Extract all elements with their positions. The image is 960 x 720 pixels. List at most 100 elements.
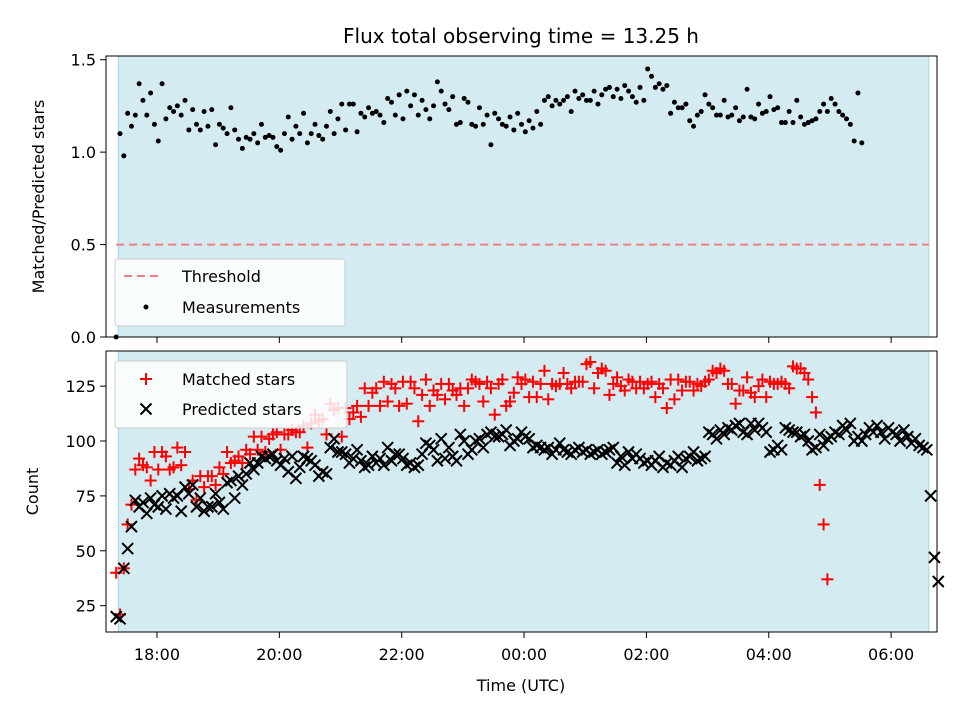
matched-star-point — [649, 391, 662, 404]
predicted-star-point — [190, 500, 203, 514]
measurement-point — [767, 94, 773, 100]
measurement-point — [660, 86, 666, 92]
matched-star-point — [496, 373, 509, 386]
measurement-point — [499, 121, 505, 127]
predicted-star-point — [125, 520, 138, 533]
predicted-star-point — [201, 500, 215, 514]
matched-star-point — [718, 364, 731, 377]
predicted-star-point — [924, 489, 937, 503]
measurement-point — [821, 101, 827, 107]
predicted-star-point — [760, 426, 773, 439]
measurement-point — [266, 132, 272, 138]
predicted-star-point — [213, 496, 226, 509]
measurement-point — [297, 131, 303, 137]
measurement-point — [561, 97, 567, 103]
measurement-point — [637, 84, 643, 90]
measurement-point — [366, 105, 372, 111]
measurement-point — [446, 107, 452, 113]
predicted-star-point — [874, 426, 888, 439]
measurement-point — [736, 118, 742, 124]
matched-star-point — [362, 399, 375, 412]
matched-star-point — [760, 391, 773, 404]
measurement-point — [836, 108, 842, 114]
matched-star-point — [676, 384, 689, 397]
matched-star-point — [473, 377, 486, 390]
matched-star-point — [538, 364, 551, 377]
measurement-point — [121, 153, 127, 159]
matched-star-point — [232, 450, 245, 463]
predicted-star-point — [442, 441, 456, 454]
x-axis-label: Time (UTC) — [476, 676, 565, 695]
measurement-point — [817, 108, 823, 114]
matched-star-point — [370, 382, 383, 395]
measurement-point — [228, 105, 234, 111]
predicted-star-point — [178, 480, 192, 494]
measurement-point — [117, 131, 123, 137]
matched-star-point — [809, 406, 822, 419]
predicted-star-point — [473, 432, 486, 446]
measurement-point — [794, 97, 800, 103]
matched-star-point — [752, 380, 765, 393]
matched-star-point — [588, 382, 601, 395]
measurement-point — [465, 99, 471, 105]
measurement-point — [343, 127, 349, 133]
measurement-point — [488, 142, 494, 148]
bottom-x-ticks: 18:00 20:00 22:00 00:00 02:00 04:00 06:00 — [134, 632, 914, 664]
predicted-star-point — [239, 467, 253, 481]
measurement-point — [434, 79, 440, 85]
measurement-point — [618, 96, 624, 102]
measurement-point — [232, 127, 238, 133]
measurement-point — [411, 92, 417, 98]
predicted-star-point — [152, 500, 165, 514]
predicted-star-point — [844, 417, 857, 430]
predicted-star-point — [488, 430, 501, 443]
measurement-point — [515, 110, 521, 116]
bottom-legend: Matched stars Predicted stars — [114, 360, 348, 429]
measurement-point — [423, 107, 429, 113]
measurement-point — [691, 123, 697, 129]
predicted-star-point — [366, 450, 379, 463]
predicted-star-point — [324, 441, 337, 454]
measurement-point — [258, 121, 264, 127]
matched-star-point — [450, 388, 463, 401]
matched-star-point — [534, 377, 547, 390]
measurement-point — [136, 81, 142, 87]
measurement-point — [714, 112, 720, 118]
predicted-star-point — [870, 419, 884, 432]
measurement-point — [507, 114, 513, 120]
measurement-point — [844, 116, 850, 122]
measurement-point — [369, 110, 375, 116]
predicted-star-point — [136, 496, 150, 509]
measurement-point — [197, 127, 203, 133]
measurement-point — [281, 131, 287, 137]
matched-star-point — [802, 373, 815, 386]
measurement-point — [278, 147, 284, 153]
matched-star-point — [175, 459, 188, 472]
predicted-star-point — [228, 491, 241, 505]
measurement-point — [606, 84, 612, 90]
measurement-point — [675, 105, 681, 111]
measurement-point — [576, 96, 582, 102]
measurement-point — [438, 88, 444, 94]
measurement-point — [717, 112, 723, 118]
predicted-star-point — [182, 487, 196, 500]
predicted-star-point — [932, 575, 945, 588]
matched-star-point — [412, 415, 425, 428]
measurement-points — [113, 66, 865, 340]
matched-star-point — [526, 375, 539, 388]
measurement-point — [610, 94, 616, 100]
measurement-point — [564, 94, 570, 100]
matched-star-point — [140, 461, 153, 474]
matched-star-point — [530, 391, 543, 404]
predicted-star-point — [809, 441, 823, 454]
measurement-point — [813, 116, 819, 122]
measurement-point — [216, 121, 222, 127]
measurement-point — [541, 97, 547, 103]
measurement-point — [159, 81, 165, 87]
measurement-point — [733, 105, 739, 111]
measurement-point — [476, 105, 482, 111]
measurement-point — [327, 108, 333, 114]
x-tick-label: 00:00 — [501, 645, 547, 664]
matched-star-point — [519, 373, 532, 386]
measurement-point — [174, 103, 180, 109]
